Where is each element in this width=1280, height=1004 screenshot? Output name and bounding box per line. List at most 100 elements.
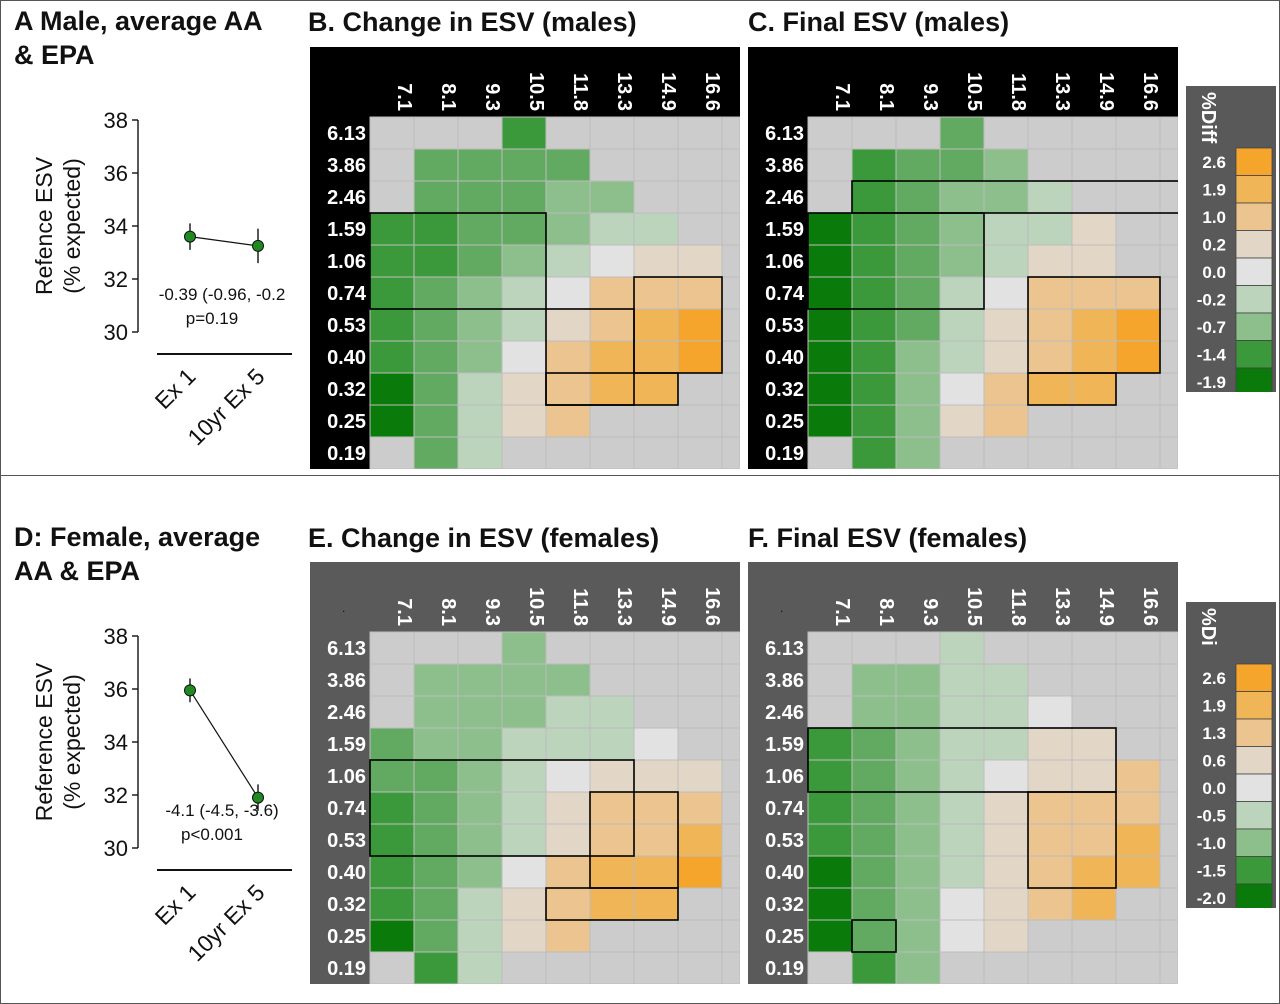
- legend-males: %Diff 2.6 1.9 1.0 0.2 0.0 -0.2 -0.7 -1.4 -1.9: [1186, 86, 1276, 396]
- heatmap-cell: [589, 791, 635, 825]
- panel-d-title: D: Female, average AA & EPA: [14, 522, 261, 586]
- heatmap-cell: [1115, 727, 1161, 761]
- heatmap-cell: [677, 855, 723, 889]
- heatmap-cell: [545, 404, 591, 438]
- x-tick-label: Ex 1: [150, 879, 201, 930]
- heatmap-y-tick-label: 3.86: [327, 670, 366, 692]
- panel-b-title: B. Change in ESV (males): [308, 7, 637, 37]
- y-tick-label: 34: [104, 730, 128, 755]
- legend-females: %Di 2.6 1.9 1.3 0.6 0.0 -0.5 -1.0 -1.5 -2.0: [1186, 602, 1276, 912]
- heatmap-cell: [677, 727, 723, 761]
- heatmap-x-tick-label: 14.9: [657, 72, 679, 111]
- heatmap-cell: [589, 308, 635, 342]
- heatmap-cell: [457, 116, 503, 150]
- y-tick-label: 30: [104, 320, 128, 345]
- heatmap-cell: [677, 244, 723, 278]
- heatmap-cell: [807, 855, 853, 889]
- heatmap-cell: [895, 404, 941, 438]
- heatmap-cell: [413, 695, 459, 729]
- heatmap-cell: [633, 823, 679, 857]
- heatmap-cell: [1071, 887, 1117, 921]
- heatmap-cell: [633, 340, 679, 374]
- heatmap-cell: [457, 276, 503, 310]
- heatmap-cell: [457, 631, 503, 665]
- heatmap-cell: [1027, 180, 1073, 214]
- heatmap-cell: [851, 212, 897, 246]
- heatmap-cell: [589, 372, 635, 406]
- heatmap-cell: [545, 951, 591, 985]
- heatmap-rowheader-bg: [310, 47, 370, 469]
- heatmap-cell: [983, 695, 1029, 729]
- heatmap-y-tick-label: 0.74: [765, 798, 805, 820]
- heatmap-significance-outline: [369, 212, 547, 310]
- legend-label: 0.0: [1202, 263, 1226, 282]
- heatmap-cell: [721, 823, 741, 857]
- heatmap-cell: [939, 276, 985, 310]
- heatmap-cell: [457, 695, 503, 729]
- legend-label: 1.3: [1202, 724, 1226, 743]
- heatmap-cell: [1071, 695, 1117, 729]
- heatmap-y-tick-label: 1.59: [765, 734, 804, 756]
- heatmap-cell: [369, 951, 415, 985]
- heatmap-cell: [1027, 244, 1073, 278]
- heatmap-cell: [677, 404, 723, 438]
- heatmap-cell: [1159, 695, 1179, 729]
- legend-label: 2.6: [1202, 669, 1226, 688]
- heatmap-cell: [895, 276, 941, 310]
- heatmap-cell: [1027, 340, 1073, 374]
- heatmap-x-tick-label: 10.5: [525, 587, 547, 626]
- heatmap-x-tick-label: 7.1: [393, 83, 415, 111]
- heatmap-cell: [807, 404, 853, 438]
- y-tick-label: 32: [104, 783, 128, 808]
- heatmap-cell: [413, 308, 459, 342]
- heatmap-cell: [369, 404, 415, 438]
- heatmap-x-tick-label: 14.9: [1095, 587, 1117, 626]
- heatmap-cell: [457, 340, 503, 374]
- heatmap-y-tick-label: 3.86: [765, 670, 804, 692]
- heatmap-cell: [545, 340, 591, 374]
- heatmap-cell: [501, 951, 547, 985]
- heatmap-cell: [983, 276, 1029, 310]
- heatmap-cell: [633, 276, 679, 310]
- heatmap-cell: [369, 823, 415, 857]
- heatmap-cell: [1159, 887, 1179, 921]
- legend-label: 0.2: [1202, 236, 1226, 255]
- heatmap-cell: [369, 695, 415, 729]
- heatmap-cell: [457, 404, 503, 438]
- heatmap-cell: [1159, 663, 1179, 697]
- heatmap-cell: [807, 631, 853, 665]
- heatmap-cell: [633, 759, 679, 793]
- heatmap-cell: [983, 919, 1029, 953]
- heatmap-cell: [545, 919, 591, 953]
- heatmap-cell: [501, 887, 547, 921]
- heatmap-cell: [413, 244, 459, 278]
- heatmap-y-tick-label: 6.13: [765, 123, 804, 145]
- panel-e-heatmap: . 7.1 8.1 9.3 10.5 11.8 13.3 14.9 16.6 6.13 3.86 2.…: [310, 562, 855, 989]
- heatmap-cell: [895, 791, 941, 825]
- heatmap-cell: [1159, 148, 1179, 182]
- heatmap-cell: [807, 951, 853, 985]
- heatmap-cell: [633, 180, 679, 214]
- heatmap-cell: [939, 244, 985, 278]
- heatmap-cell: [1071, 663, 1117, 697]
- series-line: [189, 690, 259, 798]
- heatmap-cell: [545, 116, 591, 150]
- row-divider: [0, 475, 1280, 476]
- heatmap-x-tick-label: 7.1: [831, 598, 853, 626]
- line-plot-svg: 30 32 34 36 38 Reference ESV (% expected) -4.1 …: [31, 624, 292, 966]
- legend-swatch: [1235, 202, 1273, 231]
- heatmap-cell: [1027, 727, 1073, 761]
- heatmap-svg: . 7.1 8.1 9.3 10.5 11.8 13.3 14.9 16.6 6.13 3.86 2.…: [310, 562, 855, 985]
- heatmap-cell: [677, 276, 723, 310]
- heatmap-cell: [983, 823, 1029, 857]
- heatmap-cell: [1115, 663, 1161, 697]
- heatmap-cell: [983, 116, 1029, 150]
- heatmap-cell: [677, 951, 723, 985]
- heatmap-cell: [807, 727, 853, 761]
- heatmap-x-tick-label: 16.6: [1139, 72, 1161, 111]
- heatmap-cell: [501, 244, 547, 278]
- heatmap-cell: [939, 372, 985, 406]
- heatmap-cell: [589, 212, 635, 246]
- legend-label: -0.7: [1197, 318, 1226, 337]
- heatmap-y-tick-label: 0.25: [327, 411, 366, 433]
